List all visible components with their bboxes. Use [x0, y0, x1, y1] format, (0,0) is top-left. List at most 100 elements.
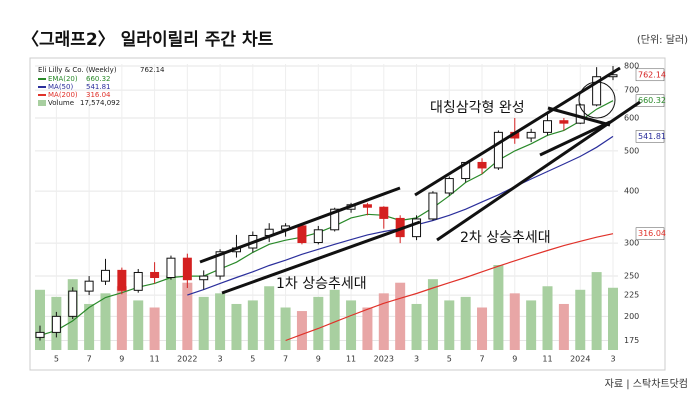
x-tick-label: 7 [283, 355, 288, 364]
series-line [285, 233, 614, 342]
x-tick-label: 3 [414, 355, 419, 364]
legend-name: MA(200) [48, 91, 78, 99]
candle-body [150, 271, 160, 279]
volume-bar [509, 293, 520, 350]
x-tick-label: 11 [150, 355, 160, 364]
candle-body [166, 257, 176, 279]
volume-bar [133, 300, 144, 350]
last-value-box [635, 130, 665, 143]
volume-bar [608, 287, 618, 350]
volume-bar [149, 307, 160, 350]
trend-line [539, 120, 611, 157]
volume-bar [526, 300, 537, 350]
volume-bar [215, 293, 226, 350]
candle-body [493, 131, 503, 169]
candle-body [526, 131, 536, 139]
candle-body [559, 120, 569, 124]
legend-value: 660.32 [86, 75, 111, 83]
y-tick-label: 700 [624, 86, 639, 95]
x-tick-label: 2022 [177, 355, 197, 364]
y-tick-label: 200 [624, 312, 639, 321]
y-tick-label: 225 [624, 291, 639, 300]
x-tick-label: 5 [250, 355, 255, 364]
legend-name: MA(50) [48, 83, 73, 91]
volume-bar [280, 307, 291, 350]
volume-bar [264, 286, 275, 350]
volume-bar [198, 296, 209, 350]
last-value-label: 762.14 [638, 70, 666, 79]
last-value-box [635, 68, 665, 82]
legend-swatch [38, 100, 46, 106]
candle-body [592, 76, 602, 106]
candle-body [543, 120, 553, 133]
trend-line [199, 186, 401, 264]
volume-bar [591, 272, 602, 350]
volume-bar [313, 296, 324, 350]
last-value-label: 316.04 [638, 229, 666, 238]
candle-body [215, 251, 225, 277]
candle-body [477, 161, 487, 169]
x-tick-label: 7 [87, 355, 92, 364]
candle-body [117, 269, 127, 291]
volume-bar [395, 282, 406, 350]
volume-bar [444, 300, 455, 350]
y-tick-label: 175 [624, 336, 639, 345]
unit: (단위: 달러) [637, 33, 688, 46]
x-tick-label: 9 [316, 355, 321, 364]
chart-title: 〈그래프2〉 일라이릴리 주간 차트 [22, 29, 274, 50]
trend-line [547, 106, 611, 127]
x-tick-label: 5 [447, 355, 452, 364]
volume-bar [116, 286, 127, 350]
volume-bar [378, 293, 389, 350]
x-tick-label: 3 [610, 355, 615, 364]
candle-body [575, 104, 585, 124]
candle-body [51, 315, 61, 333]
annotation: 대칭삼각형 완성 [430, 100, 525, 116]
volume-bar [231, 303, 242, 350]
volume-bar [182, 282, 193, 350]
volume-bar [558, 303, 569, 350]
volume-bar [165, 275, 176, 350]
y-tick-label: 500 [624, 146, 639, 155]
trend-lines [199, 66, 641, 295]
candle-body [412, 218, 422, 238]
legend-value: 316.04 [86, 91, 111, 99]
candle-body [84, 280, 94, 292]
last-value-box [635, 227, 665, 240]
legend-value: 17,574,092 [80, 99, 120, 107]
volume-bar [362, 307, 373, 350]
annotation: 1차 상승추세대 [276, 276, 367, 292]
last-value-box [635, 94, 665, 107]
legend-value: 762.14 [140, 66, 165, 74]
candle-body [379, 206, 389, 219]
candle-body [444, 178, 454, 194]
candle-body [68, 290, 78, 317]
x-tick-label: 2023 [374, 355, 394, 364]
x-tick-label: 5 [54, 355, 59, 364]
x-tick-label: 3 [218, 355, 223, 364]
candle-body [35, 331, 45, 338]
candle-body [100, 269, 110, 282]
x-tick-label: 7 [479, 355, 484, 364]
last-value-label: 660.32 [638, 96, 666, 105]
volume-bar [84, 303, 95, 350]
volume-bar [411, 303, 422, 350]
candle-body [428, 192, 438, 220]
volume-bar [427, 279, 438, 350]
volume-bar [346, 300, 357, 350]
volume-bar [329, 289, 340, 350]
y-tick-label: 600 [624, 113, 639, 122]
candle-body [330, 208, 340, 231]
trend-line [221, 220, 421, 295]
volume-bar [247, 300, 258, 350]
annotation: 2차 상승추세대 [460, 230, 551, 246]
x-tick-label: 11 [542, 355, 552, 364]
source: 자료 | 스탁차트닷컴 [605, 378, 688, 390]
legend-name: Eli Lilly & Co. (Weekly) [38, 66, 117, 74]
volume-bar [35, 289, 45, 350]
legend-name: Volume [48, 99, 74, 107]
highlight-circle [578, 81, 616, 119]
volume-bar [575, 289, 586, 350]
